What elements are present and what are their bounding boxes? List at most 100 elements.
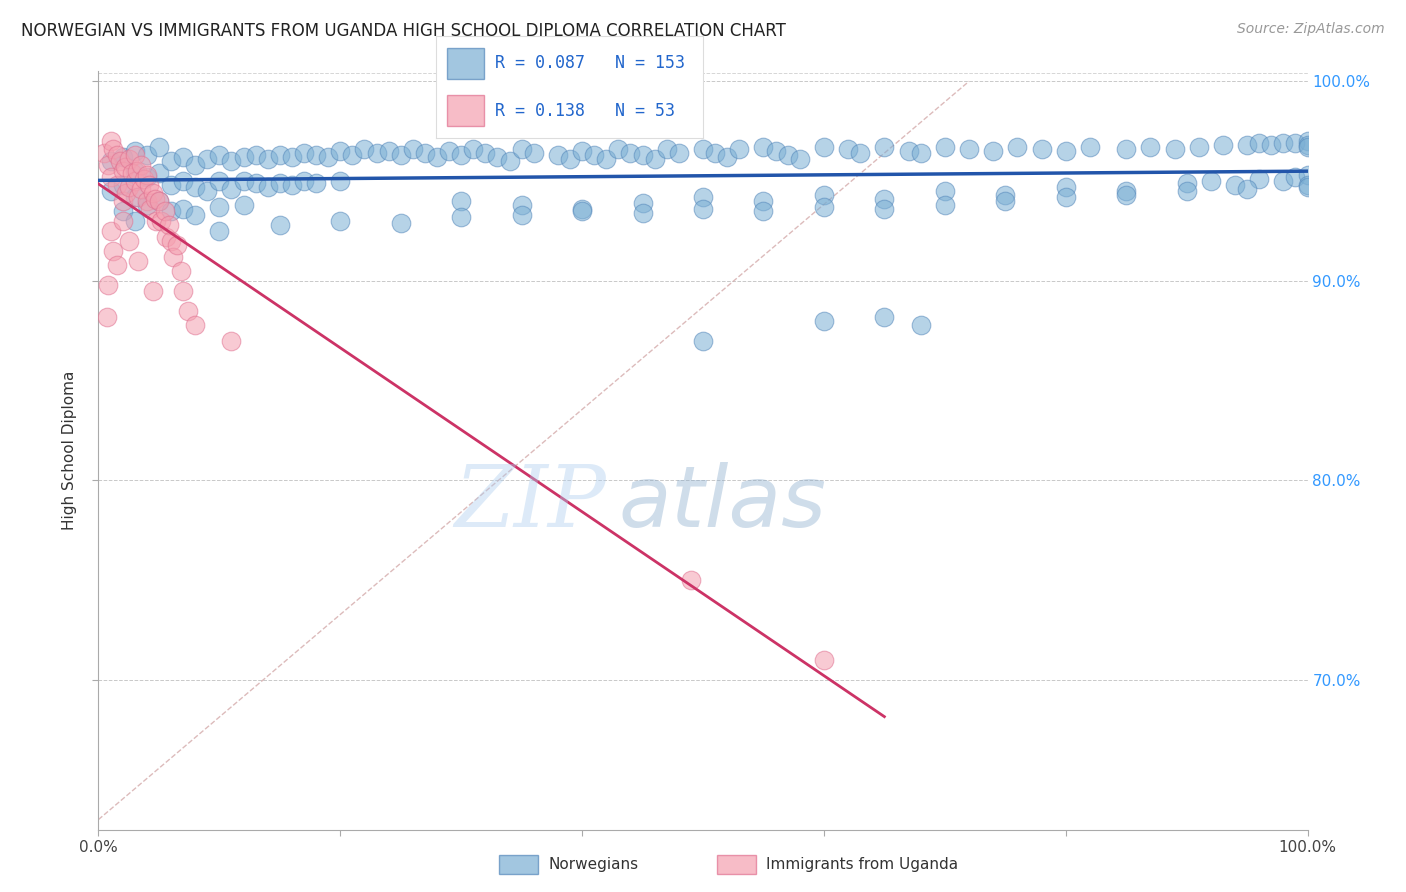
Point xyxy=(1236,182,1258,196)
Point xyxy=(160,204,183,219)
Point xyxy=(111,204,134,219)
Point xyxy=(607,142,630,156)
Point xyxy=(619,146,641,161)
Point xyxy=(957,142,980,156)
Point xyxy=(644,152,666,166)
Point xyxy=(1296,168,1319,182)
Point xyxy=(873,192,896,206)
Point xyxy=(752,204,775,219)
Point xyxy=(366,146,388,161)
Point xyxy=(765,144,787,158)
Point xyxy=(994,188,1017,202)
Point xyxy=(208,200,231,214)
Point xyxy=(157,218,180,232)
Point xyxy=(245,176,267,190)
Point xyxy=(1115,188,1137,202)
Point xyxy=(208,174,231,188)
Point xyxy=(329,174,352,188)
Point xyxy=(129,182,152,196)
Point xyxy=(105,178,128,192)
Point xyxy=(184,318,207,332)
Point xyxy=(118,180,141,194)
Text: R = 0.087   N = 153: R = 0.087 N = 153 xyxy=(495,54,685,72)
Point xyxy=(571,144,593,158)
Point xyxy=(127,253,149,268)
Point xyxy=(111,194,134,208)
Point xyxy=(256,152,278,166)
Point xyxy=(1078,140,1101,154)
Text: atlas: atlas xyxy=(619,462,827,545)
Point xyxy=(184,208,207,222)
Point xyxy=(1115,142,1137,156)
Point xyxy=(728,142,751,156)
Point xyxy=(135,148,157,162)
Point xyxy=(232,174,254,188)
Point xyxy=(150,214,173,228)
Point xyxy=(97,277,120,292)
Point xyxy=(498,154,520,169)
Text: ZIP: ZIP xyxy=(454,462,606,545)
Point xyxy=(450,148,472,162)
Point xyxy=(305,148,328,162)
Point xyxy=(142,284,165,298)
Point xyxy=(160,154,183,169)
Point xyxy=(232,198,254,212)
Point xyxy=(195,184,218,198)
Point xyxy=(463,142,485,156)
Point xyxy=(97,158,120,172)
Bar xyxy=(447,95,484,126)
Point xyxy=(1296,134,1319,148)
Point xyxy=(752,194,775,208)
Bar xyxy=(447,48,484,78)
Text: Source: ZipAtlas.com: Source: ZipAtlas.com xyxy=(1237,22,1385,37)
Point xyxy=(172,150,194,164)
Point xyxy=(208,224,231,238)
Point xyxy=(450,194,472,208)
Point xyxy=(631,206,654,220)
Point xyxy=(486,150,509,164)
Point xyxy=(389,148,412,162)
Point xyxy=(1007,140,1029,154)
Point xyxy=(124,174,146,188)
Point xyxy=(353,142,375,156)
Point xyxy=(184,158,207,172)
Point xyxy=(389,216,412,230)
Point xyxy=(450,210,472,224)
Point xyxy=(413,146,436,161)
Point xyxy=(169,264,191,278)
Text: Norwegians: Norwegians xyxy=(548,857,638,871)
Point xyxy=(1296,178,1319,192)
Point xyxy=(910,318,932,332)
Point xyxy=(111,214,134,228)
Point xyxy=(1249,136,1271,151)
Point xyxy=(1115,184,1137,198)
Point xyxy=(93,146,115,161)
Point xyxy=(510,142,533,156)
Point xyxy=(124,148,146,162)
Text: R = 0.138   N = 53: R = 0.138 N = 53 xyxy=(495,102,675,120)
Point xyxy=(994,194,1017,208)
Point xyxy=(160,178,183,192)
Point xyxy=(1272,174,1295,188)
Point xyxy=(1163,142,1185,156)
Point xyxy=(934,184,956,198)
Point xyxy=(1296,180,1319,194)
Point xyxy=(316,150,339,164)
Point xyxy=(571,204,593,219)
Point xyxy=(281,150,304,164)
Point xyxy=(523,146,546,161)
Point xyxy=(1139,140,1161,154)
Point xyxy=(221,334,243,348)
Point xyxy=(105,148,128,162)
Point xyxy=(135,198,157,212)
Point xyxy=(124,190,146,204)
Point xyxy=(143,192,166,206)
Point xyxy=(135,168,157,182)
Point xyxy=(100,224,122,238)
Point xyxy=(692,334,714,348)
Point xyxy=(100,184,122,198)
Point xyxy=(813,188,835,202)
Point xyxy=(172,284,194,298)
Point xyxy=(873,140,896,154)
Point xyxy=(704,146,727,161)
